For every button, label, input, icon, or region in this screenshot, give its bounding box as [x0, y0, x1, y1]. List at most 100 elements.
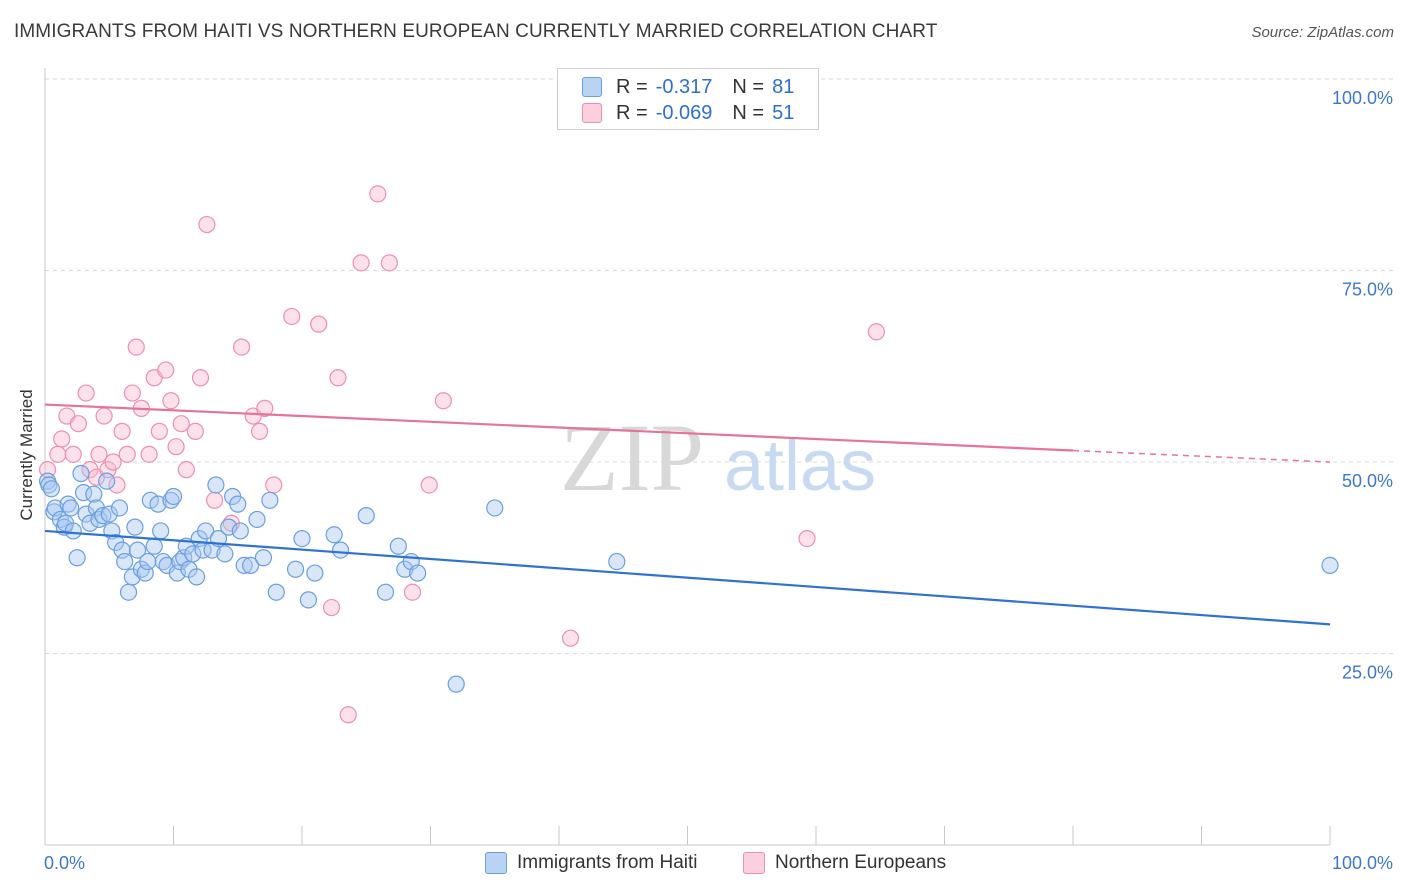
haiti-point — [376, 583, 395, 601]
haiti-point — [77, 505, 95, 523]
legend-n-value: 51 — [772, 101, 795, 124]
haiti-point — [357, 507, 375, 525]
northern-point — [310, 315, 328, 333]
haiti-point — [98, 472, 116, 490]
chart-title: IMMIGRANTS FROM HAITI VS NORTHERN EUROPE… — [14, 21, 938, 42]
legend-row-haiti: R = -0.317 N = 81 — [582, 73, 794, 101]
bottom-legend-northern: Northern Europeans — [743, 852, 946, 874]
haiti-point — [207, 476, 225, 494]
northern-point — [322, 598, 341, 617]
legend-n-label: N = — [732, 101, 765, 124]
northern-point — [104, 453, 122, 471]
legend-n-value: 81 — [772, 75, 795, 98]
haiti-point — [139, 552, 157, 571]
haiti-point — [608, 552, 626, 571]
haiti-point — [149, 495, 167, 513]
haiti-point — [141, 491, 159, 509]
legend-r-value: -0.317 — [655, 75, 713, 98]
haiti-point — [325, 526, 343, 544]
northern-point — [186, 422, 204, 440]
legend-r-label: R = — [616, 75, 648, 98]
haiti-point — [126, 518, 144, 536]
northern-point — [206, 491, 224, 509]
haiti-point — [116, 552, 134, 571]
haiti-point — [286, 560, 305, 578]
haiti-point — [94, 507, 112, 525]
haiti-point — [119, 583, 138, 601]
haiti-point — [64, 522, 82, 540]
haiti-point — [486, 499, 504, 517]
northern-point — [191, 369, 210, 387]
northern-point — [177, 461, 195, 479]
y-axis-title: Currently Married — [17, 389, 36, 521]
haiti-point — [42, 480, 61, 498]
stats-legend: R = -0.317 N = 81 R = -0.069 N = 51 — [557, 68, 819, 130]
haiti-point — [248, 510, 266, 529]
haiti-point — [164, 487, 183, 506]
haiti-point — [389, 537, 407, 555]
legend-row-northern: R = -0.069 N = 51 — [582, 99, 794, 127]
haiti-point — [331, 541, 350, 559]
northern-point — [369, 185, 387, 203]
haiti-point — [188, 568, 206, 586]
haiti-point — [267, 583, 285, 601]
northern-point — [49, 445, 67, 463]
bottom-legend-swatch-haiti — [485, 852, 507, 874]
bottom-legend-swatch-northern — [743, 852, 765, 874]
northern-point — [198, 215, 216, 234]
northern-point — [339, 706, 357, 724]
northern-point — [123, 384, 141, 402]
northern-point — [118, 445, 136, 463]
haiti-point — [152, 522, 170, 540]
haiti-point — [184, 545, 202, 563]
northern-point — [283, 307, 301, 326]
legend-r-value: -0.069 — [655, 101, 713, 124]
northern-point — [90, 445, 108, 463]
haiti-point — [72, 464, 90, 483]
legend-swatch-haiti — [582, 77, 602, 97]
northern-point — [150, 422, 168, 440]
haiti-point — [254, 549, 273, 567]
northern-point — [53, 430, 71, 448]
haiti-point — [145, 537, 163, 555]
haiti-point — [409, 564, 427, 582]
haiti-point — [81, 514, 99, 532]
northern-point — [420, 476, 438, 494]
haiti-point — [447, 675, 465, 693]
legend-r-label: R = — [616, 101, 648, 124]
bottom-legend-label-haiti: Immigrants from Haiti — [517, 852, 698, 873]
watermark-zip: ZIP — [560, 404, 704, 511]
northern-point — [233, 338, 251, 356]
northern-point — [127, 338, 145, 356]
haiti-point — [85, 485, 103, 503]
haiti-point — [216, 545, 234, 563]
haiti-point — [242, 556, 260, 575]
northern-point — [265, 476, 283, 494]
northern-point — [250, 422, 269, 440]
haiti-point — [110, 499, 129, 517]
northern-point — [77, 384, 95, 402]
haiti-point — [128, 541, 147, 559]
northern-trend-extension — [1072, 449, 1331, 463]
y-tick-label: 100.0% — [1332, 88, 1393, 108]
northern-point — [64, 445, 82, 463]
y-tick-label: 75.0% — [1342, 280, 1393, 300]
legend-n-label: N = — [732, 75, 765, 98]
haiti-point — [1321, 556, 1339, 575]
northern-point — [108, 476, 126, 494]
haiti-point — [68, 549, 86, 567]
northern-point — [380, 254, 398, 272]
northern-point — [403, 583, 422, 601]
y-tick-label: 50.0% — [1342, 471, 1393, 491]
haiti-point — [231, 522, 249, 540]
northern-point — [167, 438, 185, 456]
bottom-legend-label-northern: Northern Europeans — [775, 852, 947, 873]
haiti-point — [261, 491, 279, 509]
northern-point — [140, 445, 158, 463]
northern-point — [256, 399, 274, 417]
haiti-point — [229, 495, 247, 513]
northern-point — [69, 415, 88, 433]
x-tick-label: 0.0% — [44, 853, 85, 873]
source-note: Source: ZipAtlas.com — [1251, 24, 1394, 41]
